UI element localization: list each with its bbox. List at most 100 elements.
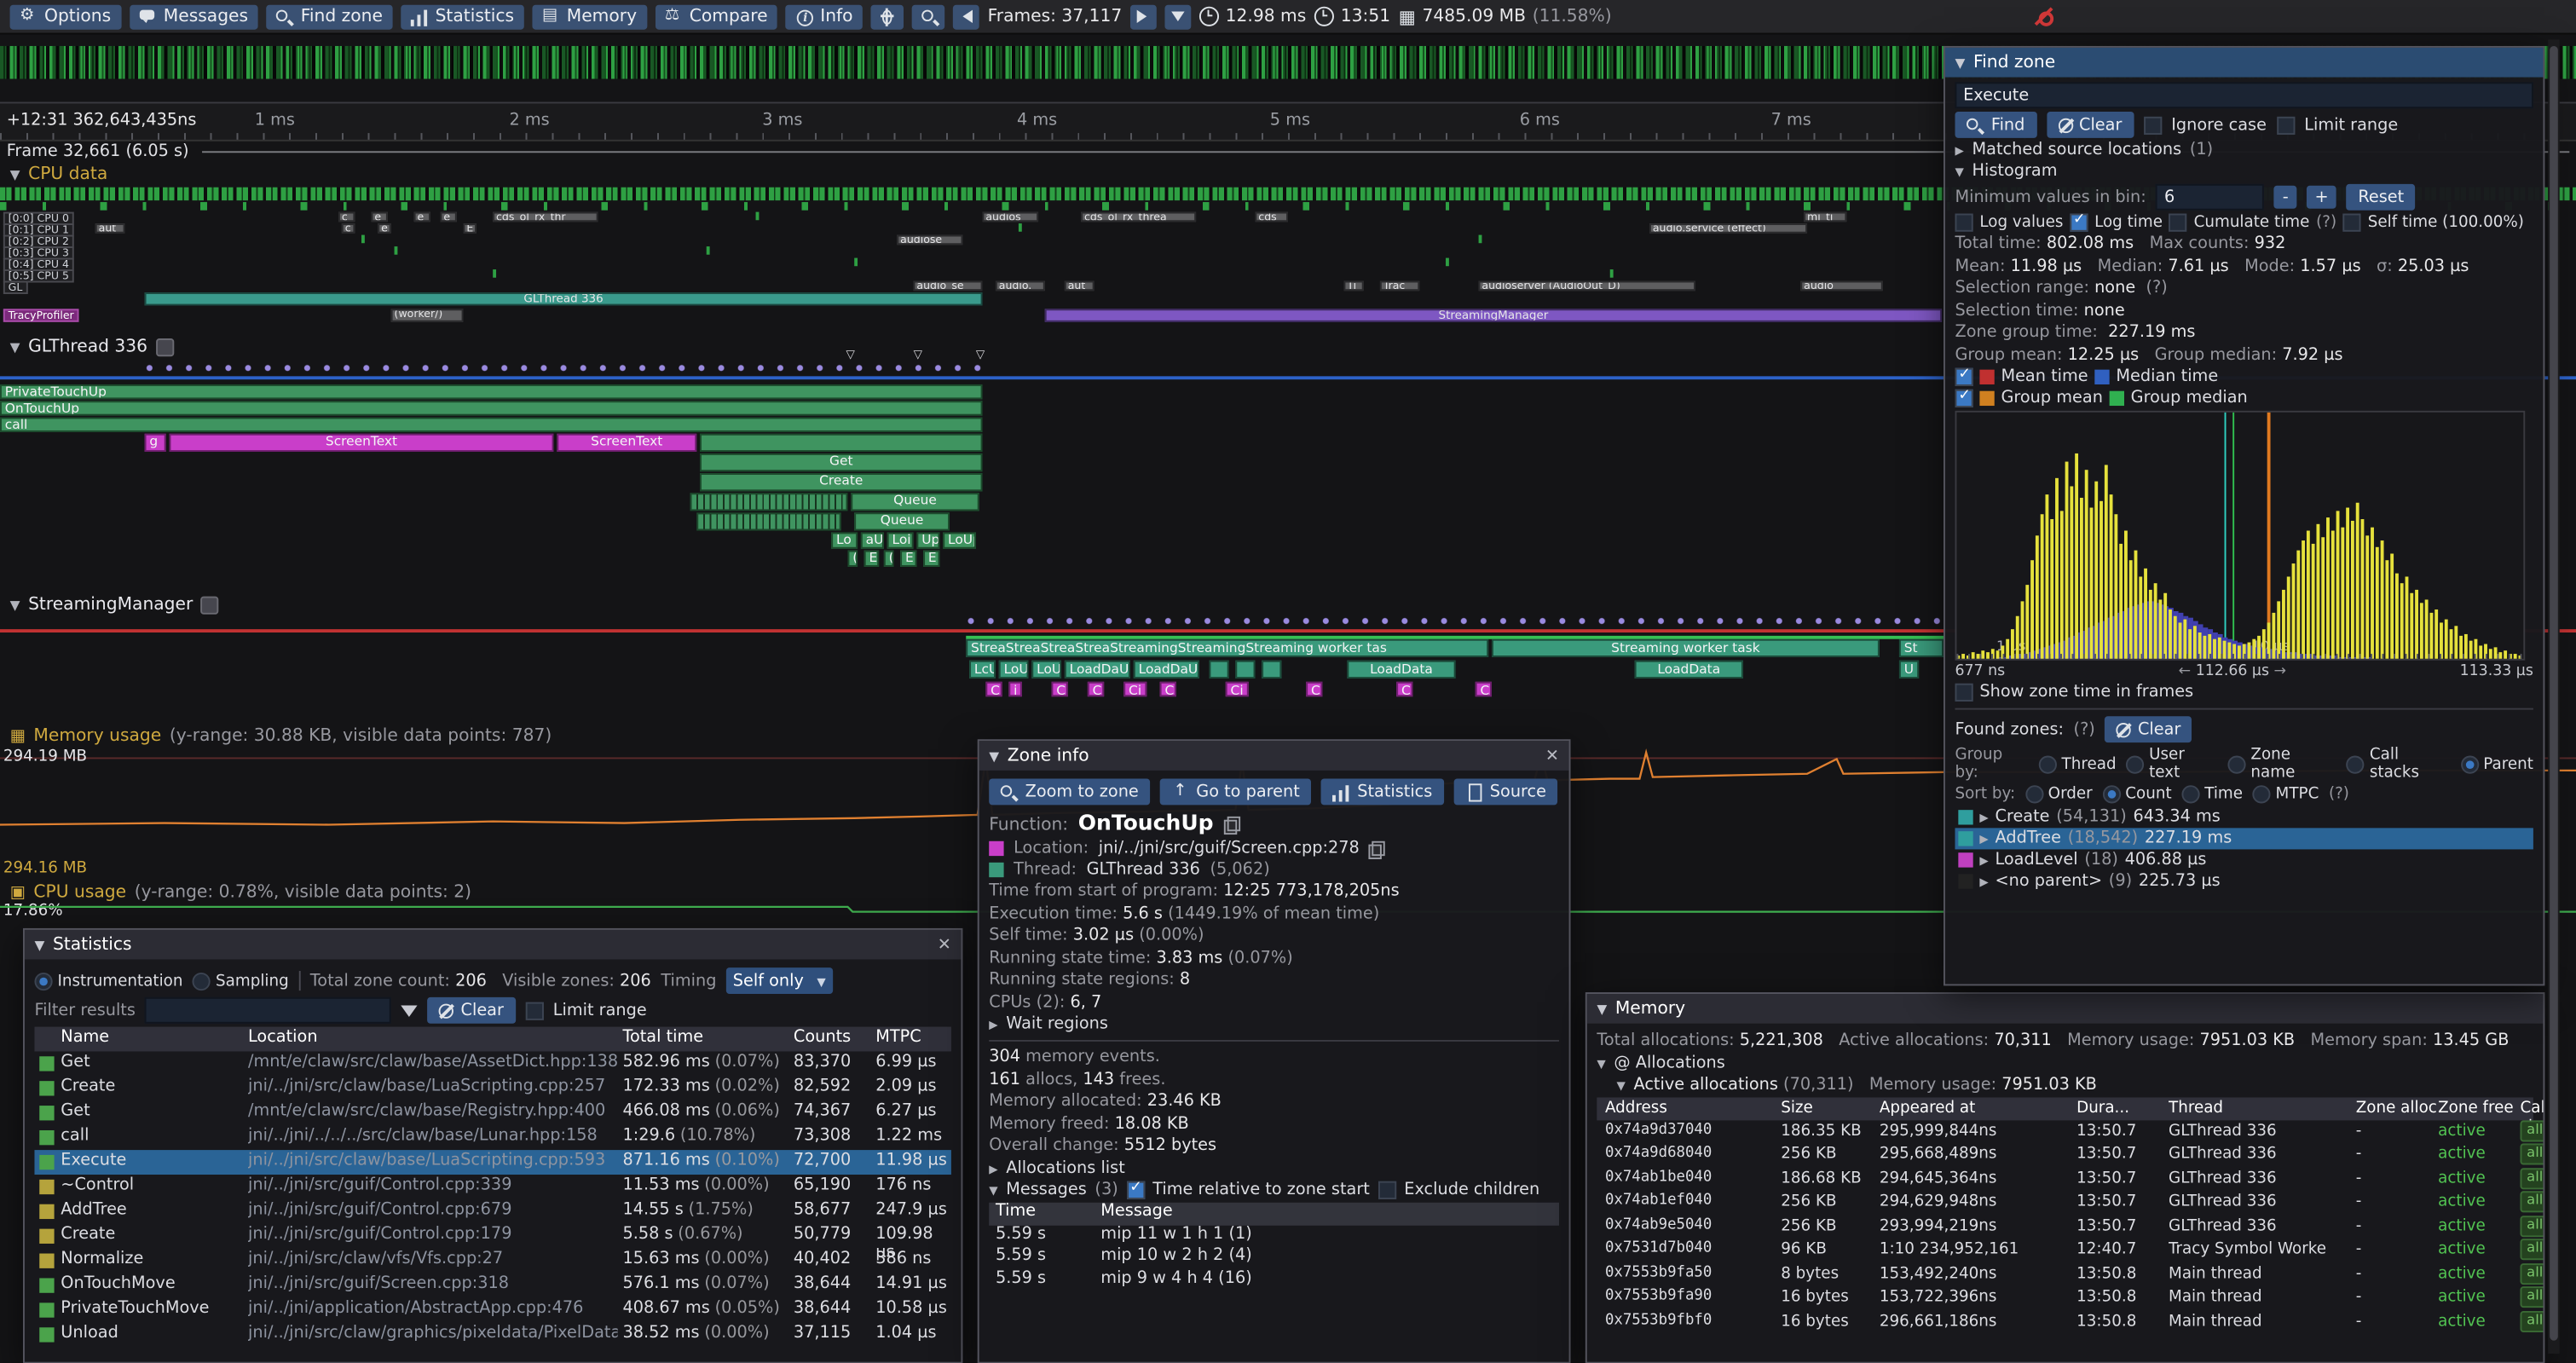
thread-zone[interactable]: g (144, 433, 166, 453)
thread-zone[interactable] (700, 433, 983, 453)
next-frame-button[interactable] (1129, 3, 1157, 29)
alloc-button[interactable]: alloc (2520, 1262, 2544, 1285)
stats-table-row[interactable]: Get /mnt/e/claw/src/claw/base/Registry.h… (34, 1100, 950, 1125)
memory-usage-header[interactable]: Memory usage (y-range: 30.88 KB, visible… (10, 726, 552, 746)
cpu-zone[interactable]: aut (1064, 280, 1095, 292)
stats-table-row[interactable]: Create jni/../jni/src/guif/Control.cpp:1… (34, 1224, 950, 1262)
histogram-node[interactable]: Histogram (1955, 163, 2533, 181)
thread-zone[interactable]: LoU (998, 660, 1029, 679)
thread-zone[interactable] (690, 493, 848, 511)
memory-window-titlebar[interactable]: Memory (1586, 994, 2544, 1024)
close-icon[interactable] (938, 936, 951, 954)
ignore-case-checkbox[interactable] (2143, 115, 2162, 135)
thread-zone[interactable] (1209, 660, 1229, 679)
cpu-zone[interactable]: audio (1800, 280, 1883, 292)
goto-frame-button[interactable] (870, 3, 904, 29)
allocation-row[interactable]: 0x74a9d68040 256 KB 295,668,489ns 13:50.… (1597, 1143, 2544, 1167)
stats-table-row[interactable]: Unload jni/../jni/src/claw/graphics/pixe… (34, 1322, 950, 1347)
cpu-zone[interactable]: audio. (995, 280, 1045, 292)
allocation-row[interactable]: 0x7553b9fa90 16 bytes 153,722,396ns 13:5… (1597, 1286, 2544, 1310)
cpu-zone[interactable]: audiose (897, 234, 963, 245)
thread-zone[interactable]: Up (916, 532, 940, 549)
funnel-icon[interactable] (401, 1004, 419, 1017)
cpu-zone[interactable] (394, 246, 398, 255)
thread-header-streamingmanager[interactable]: StreamingManager (10, 595, 220, 615)
thread-zone[interactable]: C (1475, 681, 1492, 697)
cpu-zone[interactable]: E (463, 223, 477, 234)
thread-zone[interactable]: StreaStreaStreaStreaStreamingStreamingSt… (966, 638, 1489, 657)
radio-option[interactable]: Parent (2460, 754, 2533, 773)
self-time-checkbox[interactable] (2342, 213, 2362, 232)
cpu-zone[interactable] (854, 257, 858, 267)
copy-icon[interactable] (1223, 815, 1240, 835)
close-icon[interactable] (1545, 747, 1559, 765)
exclude-children-checkbox[interactable] (1378, 1180, 1396, 1198)
cpu-zone[interactable]: cds_ol_rx_thr (493, 211, 598, 222)
cumulate-time-checkbox[interactable] (2169, 213, 2187, 232)
thread-zone[interactable]: OnTouchUp (0, 401, 983, 416)
limit-range-checkbox[interactable] (2276, 115, 2295, 135)
cpu-zone[interactable]: c (338, 211, 355, 222)
thread-zone[interactable]: Queue (854, 512, 950, 531)
cpu-zone[interactable]: e (413, 211, 430, 222)
active-allocations-node[interactable]: Active allocations (70,311) Memory usage… (1597, 1075, 2533, 1093)
thread-zone[interactable]: PrivateTouchUp (0, 384, 983, 400)
stats-table-row[interactable]: ~Control jni/../jni/src/guif/Control.cpp… (34, 1175, 950, 1199)
cpu-zone[interactable] (755, 211, 760, 221)
thread-zone[interactable]: Get (700, 453, 983, 472)
thread-zone[interactable]: C (1051, 681, 1068, 697)
message-row[interactable]: 5.59 s mip 10 w 2 h 2 (4) (989, 1247, 1559, 1269)
toolbar-button[interactable]: Messages (129, 3, 258, 29)
found-zone-group-row[interactable]: LoadLevel (18) 406.88 µs (1955, 849, 2533, 870)
limit-range-checkbox[interactable] (524, 1001, 544, 1019)
thread-zone[interactable]: Create (700, 473, 983, 492)
thread-zone[interactable]: ▽ (913, 348, 922, 362)
cpu-zone[interactable]: (worker/) (390, 309, 464, 322)
found-zones-clear-button[interactable]: Clear (2105, 716, 2192, 743)
toolbar-button[interactable]: Info (785, 3, 863, 29)
cpu-zone[interactable]: Ti (1343, 280, 1364, 292)
allocation-row[interactable]: 0x74ab9e5040 256 KB 293,994,219ns 13:50.… (1597, 1215, 2544, 1239)
alloc-button[interactable]: alloc (2520, 1143, 2544, 1165)
cpu-zone[interactable]: audios (982, 211, 1039, 222)
radio-option[interactable]: Zone name (2227, 746, 2336, 782)
thread-zone[interactable]: ScreenText (169, 433, 554, 453)
thread-zone[interactable]: LoadData (1634, 660, 1743, 679)
radio-option[interactable]: Thread (2038, 754, 2117, 773)
help-marker[interactable]: (?) (2073, 720, 2095, 739)
thread-zone[interactable]: Ci (1225, 681, 1249, 697)
show-group-checkbox[interactable] (1955, 388, 1973, 407)
thread-zone[interactable]: ( (883, 550, 894, 567)
thread-header-glthread[interactable]: GLThread 336 (10, 337, 174, 356)
found-zone-group-row[interactable]: Create (54,131) 643.34 ms (1955, 806, 2533, 828)
relative-time-checkbox[interactable] (1126, 1179, 1145, 1198)
statistics-window-titlebar[interactable]: Statistics (24, 929, 962, 960)
radio-option[interactable]: Call stacks (2346, 746, 2451, 782)
prev-frame-button[interactable] (953, 3, 979, 29)
cpu-zone[interactable]: audio_se (913, 280, 983, 292)
cpu-zone[interactable] (493, 269, 497, 278)
min-bin-input[interactable]: 6 (2156, 183, 2265, 211)
thread-zone[interactable]: LoU (1031, 660, 1062, 679)
zone-info-titlebar[interactable]: Zone info (979, 741, 1569, 771)
thread-zone[interactable]: E (863, 550, 880, 567)
allocations-table-header[interactable]: Address Size Appeared at Dura... Thread … (1597, 1096, 2543, 1135)
cpu-zone[interactable]: GLThread 336 (144, 292, 983, 306)
stats-table-row[interactable]: call jni/../jni/../../../src/claw/base/L… (34, 1125, 950, 1150)
allocation-row[interactable]: 0x7553b9fbf0 16 bytes 296,661,186ns 13:5… (1597, 1310, 2544, 1334)
cpu-zone[interactable]: e (371, 211, 388, 222)
alloc-button[interactable]: alloc (2520, 1215, 2544, 1237)
zone-info-action-button[interactable]: Go to parent (1159, 778, 1312, 806)
thread-zone[interactable]: Lo (831, 532, 858, 549)
stats-table-row[interactable]: Get /mnt/e/claw/src/claw/base/AssetDict.… (34, 1051, 950, 1076)
alloc-button[interactable]: alloc (2520, 1239, 2544, 1261)
cpu-zone[interactable]: cds_ol_rx_threa (1081, 211, 1197, 222)
zone-info-action-button[interactable]: Source (1453, 778, 1558, 806)
cpu-zone[interactable] (1478, 234, 1482, 244)
thread-zone[interactable]: ▽ (975, 348, 985, 362)
thread-zone[interactable]: C (985, 681, 1002, 697)
scrollbar-thumb[interactable] (2550, 45, 2558, 1341)
cpu-zone[interactable]: c (341, 223, 355, 234)
copy-icon[interactable] (1369, 840, 1386, 859)
thread-zone[interactable]: ( (847, 550, 858, 567)
